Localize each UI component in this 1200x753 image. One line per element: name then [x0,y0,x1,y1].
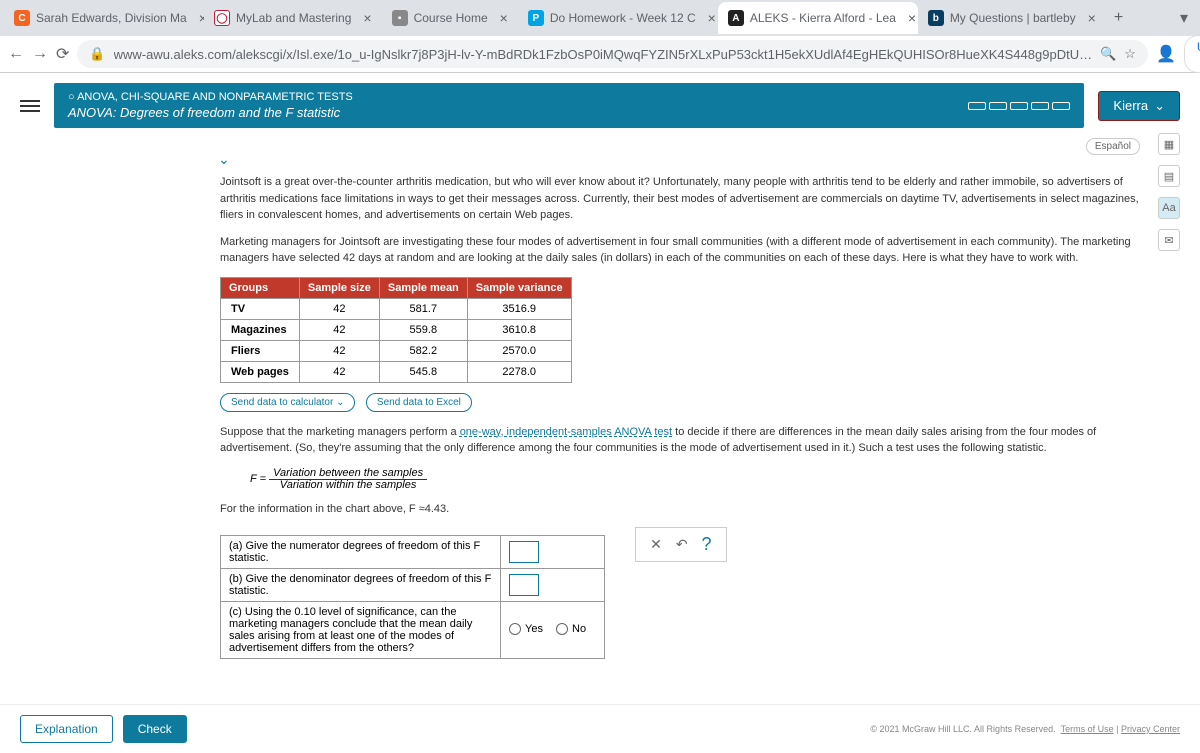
tab-1[interactable]: ◯ MyLab and Mastering × [204,2,382,34]
user-badge[interactable]: Kierra ⌄ [1098,91,1180,121]
control-box: ✕ ↶ ? [635,527,726,562]
tool-icon[interactable]: ▦ [1158,133,1180,155]
tab-label: My Questions | bartleby [950,11,1076,25]
close-icon[interactable]: × [1088,10,1096,26]
explanation-button[interactable]: Explanation [20,715,113,743]
tab-label: Course Home [414,11,488,25]
tab-icon: b [928,10,944,26]
tool-icon[interactable]: ✉ [1158,229,1180,251]
chevron-down-icon: ⌄ [1154,98,1165,114]
nav-bar: ← → ⟳ 🔒 www-awu.aleks.com/alekscgi/x/Isl… [0,36,1200,72]
url-text: www-awu.aleks.com/alekscgi/x/Isl.exe/1o_… [114,47,1093,62]
close-icon[interactable]: × [708,10,716,26]
tab-0[interactable]: CSarah Edwards, Division Ma× [4,2,204,34]
aleks-header: ○ ANOVA, CHI-SQUARE AND NONPARAMETRIC TE… [0,73,1200,138]
problem-paragraph-1: Jointsoft is a great over-the-counter ar… [220,174,1140,224]
update-button[interactable]: Update ⋮ [1184,35,1200,73]
page-title: ANOVA: Degrees of freedom and the F stat… [68,105,353,120]
send-to-calculator-button[interactable]: Send data to calculator ⌄ [220,393,355,412]
table-row: Magazines42559.83610.8 [221,319,572,340]
tab-bar: C Sarah Edwards, Division Ma × ◯ MyLab and … [0,0,1200,36]
tab-label: Do Homework - Week 12 C [550,11,696,25]
lock-icon: 🔒 [89,46,105,62]
question-b: (b) Give the denominator degrees of free… [221,569,501,602]
formula: F = Variation between the samplesVariati… [250,467,1140,491]
problem-paragraph-3: Suppose that the marketing managers perf… [220,424,1140,457]
anova-link[interactable]: one-way, independent-samples ANOVA test [460,426,672,438]
browser-chrome: C Sarah Edwards, Division Ma × ◯ MyLab and … [0,0,1200,73]
aleks-page: ○ ANOVA, CHI-SQUARE AND NONPARAMETRIC TE… [0,73,1200,753]
question-c: (c) Using the 0.10 level of significance… [221,602,501,659]
content-area: ⌄ Jointsoft is a great over-the-counter … [0,151,1200,659]
tab-3[interactable]: P Do Homework - Week 12 C × [518,2,718,34]
minimize-icon[interactable]: ▾ [1172,8,1196,28]
search-icon[interactable]: 🔍 [1100,46,1116,62]
questions-table: (a) Give the numerator degrees of freedo… [220,535,605,659]
close-icon[interactable]: × [363,10,371,26]
side-tools: ▦ ▤ Aa ✉ [1158,133,1180,251]
tab-4[interactable]: A ALEKS - Kierra Alford - Lea × [718,2,918,34]
check-button[interactable]: Check [123,715,187,743]
terms-link[interactable]: Terms of Use [1061,724,1114,734]
tab-label: MyLab and Mastering [236,11,351,25]
clear-icon[interactable]: ✕ [650,536,662,553]
undo-icon[interactable]: ↶ [676,536,688,553]
radio-no[interactable]: No [556,623,586,635]
help-icon[interactable]: ? [702,534,712,555]
forward-button[interactable]: → [32,42,48,66]
table-row: TV42581.73516.9 [221,298,572,319]
table-header: Groups [221,277,300,298]
copyright: © 2021 McGraw Hill LLC. All Rights Reser… [870,724,1180,734]
table-header: Sample size [299,277,379,298]
data-table: Groups Sample size Sample mean Sample va… [220,277,572,383]
reload-button[interactable]: ⟳ [56,42,69,66]
menu-icon[interactable] [20,100,40,112]
tab-icon: ▪ [392,10,408,26]
table-row: Web pages42545.82278.0 [221,361,572,382]
tab-icon: P [528,10,544,26]
tab-icon: ◯ [214,10,230,26]
title-block: ○ ANOVA, CHI-SQUARE AND NONPARAMETRIC TE… [54,83,1084,128]
topic-label: ○ ANOVA, CHI-SQUARE AND NONPARAMETRIC TE… [68,91,353,103]
radio-yes[interactable]: Yes [509,623,543,635]
table-header: Sample mean [379,277,467,298]
answer-input-b[interactable] [509,574,539,596]
close-icon[interactable]: × [908,10,916,26]
profile-icon[interactable]: 👤 [1156,42,1176,66]
tool-icon[interactable]: Aa [1158,197,1180,219]
table-header: Sample variance [467,277,571,298]
tab-icon: A [728,10,744,26]
problem-paragraph-2: Marketing managers for Jointsoft are inv… [220,234,1140,267]
star-icon[interactable]: ☆ [1124,46,1136,62]
privacy-link[interactable]: Privacy Center [1121,724,1180,734]
tab-icon: C [14,10,30,26]
problem-paragraph-4: For the information in the chart above, … [220,501,1140,518]
close-icon[interactable]: × [500,10,508,26]
tab-label: Sarah Edwards, Division Ma [36,11,187,25]
tab-2[interactable]: ▪ Course Home × [382,2,518,34]
table-row: Fliers42582.22570.0 [221,340,572,361]
address-bar[interactable]: 🔒 www-awu.aleks.com/alekscgi/x/Isl.exe/1… [77,40,1148,68]
new-tab-button[interactable]: + [1106,9,1131,27]
chevron-down-icon[interactable]: ⌄ [218,151,1140,168]
tab-5[interactable]: b My Questions | bartleby × [918,2,1106,34]
back-button[interactable]: ← [8,42,24,66]
send-to-excel-button[interactable]: Send data to Excel [366,393,472,412]
tool-icon[interactable]: ▤ [1158,165,1180,187]
progress-indicator [968,102,1070,110]
footer-bar: Explanation Check © 2021 McGraw Hill LLC… [0,704,1200,753]
answer-input-a[interactable] [509,541,539,563]
question-a: (a) Give the numerator degrees of freedo… [221,536,501,569]
tab-label: ALEKS - Kierra Alford - Lea [750,11,896,25]
